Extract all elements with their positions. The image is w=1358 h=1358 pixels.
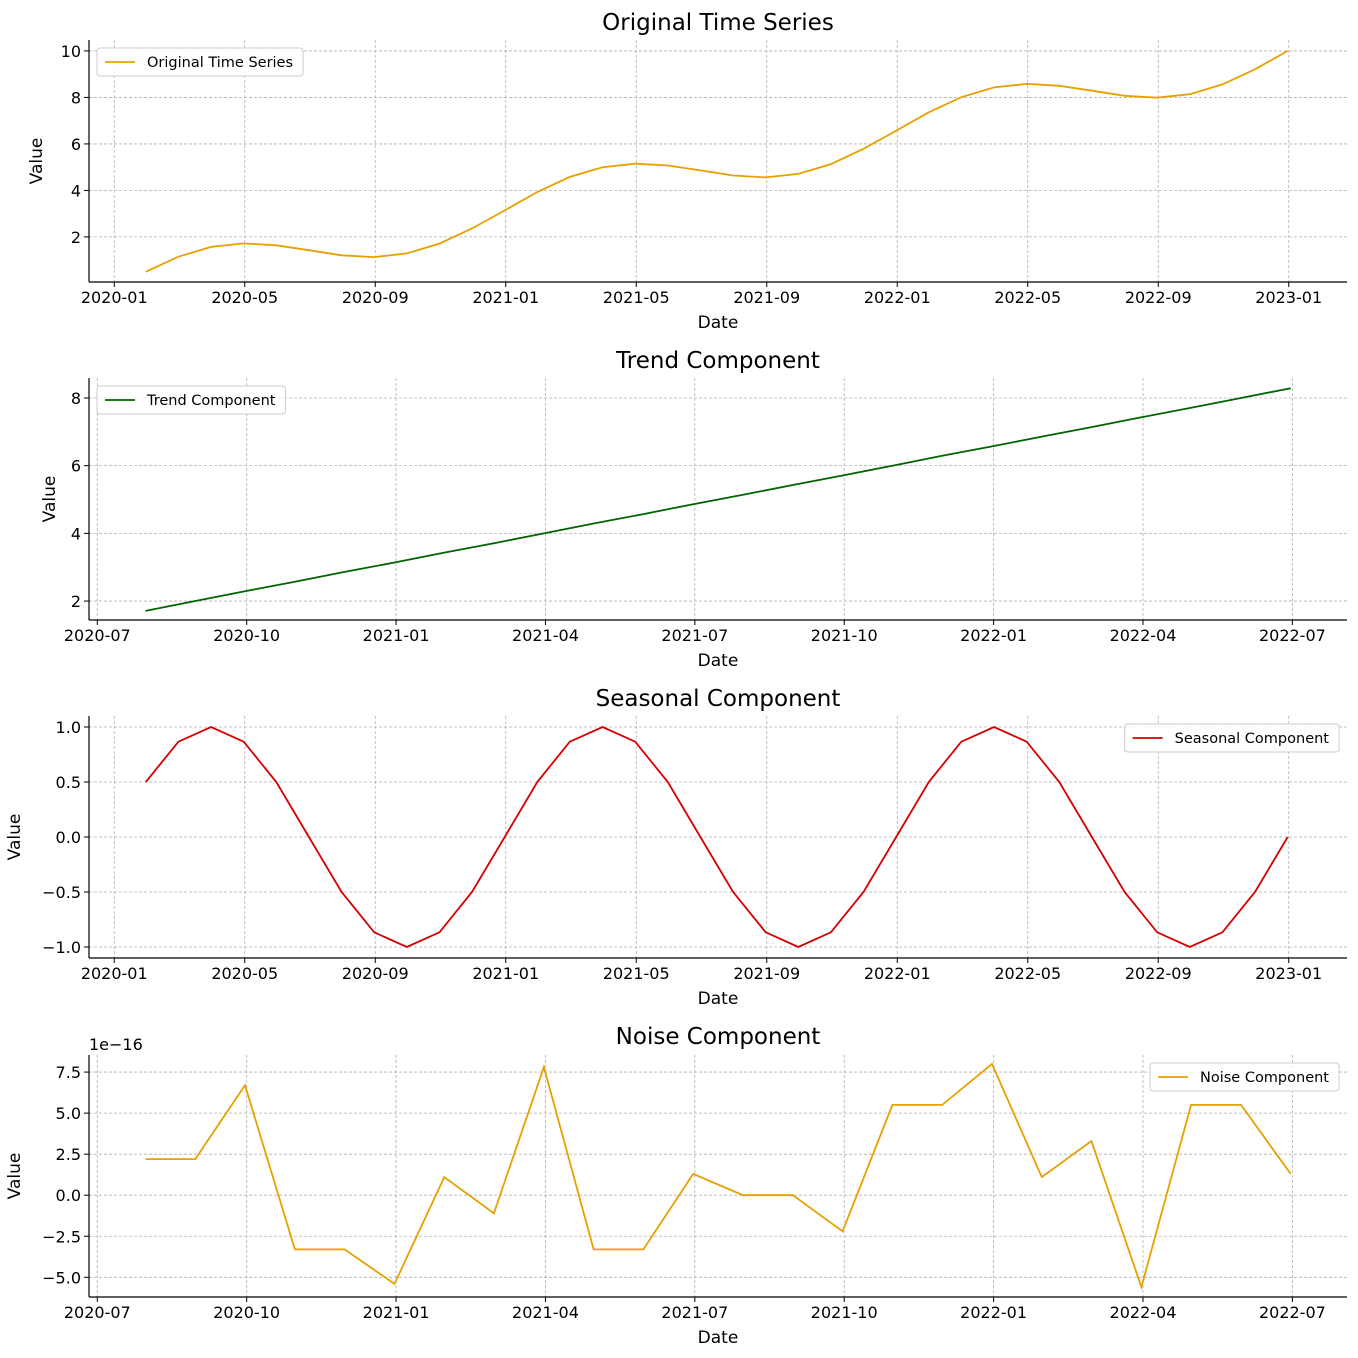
y-tick-label: 10 [61, 42, 81, 61]
y-axis-label: Value [5, 814, 25, 861]
x-tick-label: 2022-01 [960, 1303, 1027, 1322]
x-tick-label: 2021-04 [512, 1303, 579, 1322]
y-tick-label: 0.5 [56, 773, 81, 792]
x-tick-label: 2022-04 [1110, 626, 1177, 645]
x-tick-label: 2021-05 [603, 964, 670, 983]
x-tick-label: 2020-07 [64, 1303, 131, 1322]
y-tick-label: 6 [71, 457, 81, 476]
x-tick-label: 2020-09 [342, 964, 409, 983]
y-tick-label: 0.0 [56, 828, 81, 847]
subplot-noise-component: 2020-07 2020-10 2021-01 2021-04 2021-07 2021-… [5, 1024, 1347, 1348]
legend: Noise Component [1149, 1062, 1340, 1092]
axis-offset-text: 1e−16 [89, 1035, 143, 1054]
series-line [145, 726, 1289, 948]
series-line [145, 1062, 1292, 1291]
x-tick-label: 2021-07 [661, 626, 728, 645]
x-tick-label: 2021-10 [811, 626, 878, 645]
y-tick-label: 0.0 [56, 1186, 81, 1205]
y-tick-label: 2 [71, 228, 81, 247]
series-line [145, 387, 1291, 612]
x-tick-label: 2021-09 [733, 288, 800, 307]
y-tick-label: 5.0 [56, 1104, 81, 1123]
y-tick-label: 1.0 [56, 718, 81, 737]
x-tick-label: 2022-09 [1125, 964, 1192, 983]
chart-title: Original Time Series [602, 10, 834, 36]
x-tick-label: 2020-01 [81, 288, 148, 307]
x-tick-label: 2021-01 [363, 1303, 430, 1322]
x-tick-label: 2022-04 [1110, 1303, 1177, 1322]
x-axis-label: Date [698, 1328, 739, 1348]
y-tick-label: 2.5 [56, 1145, 81, 1164]
subplot-original-time-series: 2020-01 2020-05 2020-09 2021-01 2021-05 2021-… [27, 10, 1347, 333]
y-axis-label: Value [5, 1153, 25, 1200]
x-axis-label: Date [698, 651, 739, 671]
legend-label: Trend Component [146, 393, 276, 409]
y-tick-label: 4 [71, 181, 81, 200]
legend: Original Time Series [96, 47, 304, 77]
y-tick-label: −0.5 [42, 883, 81, 902]
y-axis-label: Value [27, 138, 47, 185]
y-tick-label: 8 [71, 389, 81, 408]
x-tick-label: 2022-07 [1259, 1303, 1326, 1322]
chart-title: Seasonal Component [596, 686, 841, 712]
chart-title: Noise Component [616, 1024, 821, 1050]
x-tick-label: 2021-01 [472, 288, 539, 307]
subplot-seasonal-component: 2020-01 2020-05 2020-09 2021-01 2021-05 2021-… [5, 686, 1347, 1009]
x-tick-label: 2021-04 [512, 626, 579, 645]
y-tick-label: 7.5 [56, 1063, 81, 1082]
legend-box [1149, 1062, 1340, 1092]
y-tick-label: 6 [71, 135, 81, 154]
x-tick-label: 2023-01 [1255, 964, 1322, 983]
legend-box [96, 385, 286, 415]
x-tick-label: 2022-09 [1125, 288, 1192, 307]
x-tick-label: 2022-01 [864, 964, 931, 983]
legend: Seasonal Component [1124, 723, 1340, 753]
x-tick-label: 2020-05 [211, 964, 278, 983]
y-tick-label: −1.0 [42, 938, 81, 957]
legend-label: Noise Component [1200, 1070, 1329, 1086]
y-axis-label: Value [40, 476, 60, 523]
legend: Trend Component [96, 385, 286, 415]
x-tick-label: 2021-01 [472, 964, 539, 983]
legend-label: Seasonal Component [1175, 731, 1330, 747]
x-tick-label: 2021-10 [811, 1303, 878, 1322]
x-tick-label: 2021-01 [363, 626, 430, 645]
x-tick-label: 2022-05 [994, 964, 1061, 983]
x-axis-label: Date [698, 313, 739, 333]
x-tick-label: 2020-10 [213, 1303, 280, 1322]
legend-box [96, 47, 304, 77]
x-tick-label: 2020-09 [342, 288, 409, 307]
y-tick-label: 8 [71, 88, 81, 107]
y-tick-label: 4 [71, 524, 81, 543]
x-tick-label: 2022-07 [1259, 626, 1326, 645]
x-tick-label: 2020-01 [81, 964, 148, 983]
x-tick-label: 2021-07 [661, 1303, 728, 1322]
x-tick-label: 2021-05 [603, 288, 670, 307]
x-axis-label: Date [698, 989, 739, 1009]
x-tick-label: 2022-01 [864, 288, 931, 307]
legend-label: Original Time Series [147, 55, 293, 71]
series-line [145, 50, 1289, 273]
x-tick-label: 2022-01 [960, 626, 1027, 645]
x-tick-label: 2020-07 [64, 626, 131, 645]
y-tick-label: −2.5 [42, 1227, 81, 1246]
subplot-trend-component: 2020-07 2020-10 2021-01 2021-04 2021-07 2021-… [40, 348, 1347, 671]
y-tick-label: 2 [71, 592, 81, 611]
y-tick-label: −5.0 [42, 1268, 81, 1287]
x-tick-label: 2022-05 [994, 288, 1061, 307]
legend-box [1124, 723, 1340, 753]
x-tick-label: 2020-05 [211, 288, 278, 307]
chart-title: Trend Component [615, 348, 820, 374]
x-tick-label: 2020-10 [213, 626, 280, 645]
x-tick-label: 2021-09 [733, 964, 800, 983]
x-tick-label: 2023-01 [1255, 288, 1322, 307]
